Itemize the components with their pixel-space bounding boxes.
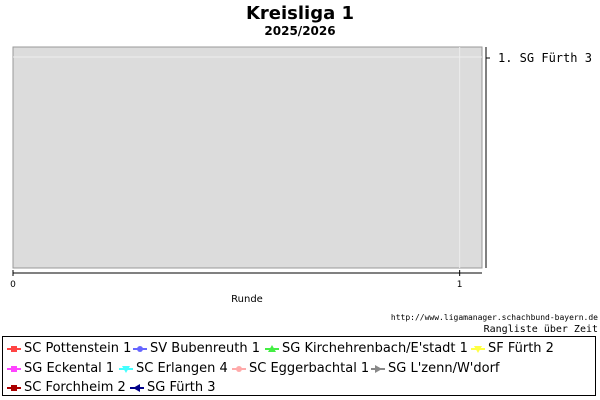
legend-label: SC Eggerbachtal 1 [249, 361, 370, 376]
legend-item: SC Pottenstein 1 [7, 341, 131, 357]
legend-label: SG Fürth 3 [147, 380, 216, 395]
legend-item: SG Eckental 1 [7, 361, 114, 377]
legend-item: SG Fürth 3 [130, 380, 216, 396]
x-tick-label: 0 [10, 280, 16, 290]
rank-label: 1. SG Fürth 3 [498, 51, 592, 65]
legend-label: SG Kirchehrenbach/E'stadt 1 [282, 341, 468, 356]
x-axis-label: Runde [231, 294, 263, 305]
legend-label: SG L'zenn/W'dorf [388, 361, 500, 376]
legend-marker-icon [133, 344, 147, 354]
legend-marker-icon [130, 383, 144, 393]
legend-marker-icon [7, 364, 21, 374]
legend-marker-icon [265, 344, 279, 354]
legend-label: SC Pottenstein 1 [24, 341, 132, 356]
legend-item: SG L'zenn/W'dorf [371, 361, 500, 377]
legend-item: SC Forchheim 2 [7, 380, 126, 396]
legend-item: SC Erlangen 4 [119, 361, 228, 377]
legend-label: SC Erlangen 4 [136, 361, 228, 376]
ranking-labels: 1. SG Fürth 3 [485, 47, 592, 268]
grid-lines [13, 47, 482, 268]
legend-marker-icon [7, 344, 21, 354]
chart-title: Kreisliga 1 [246, 3, 354, 24]
legend-item: SV Bubenreuth 1 [133, 341, 260, 357]
legend-marker-icon [7, 383, 21, 393]
legend-label: SG Eckental 1 [24, 361, 115, 376]
legend-label: SF Fürth 2 [488, 341, 554, 356]
legend-marker-icon [371, 364, 385, 374]
legend-label: SV Bubenreuth 1 [150, 341, 260, 356]
x-tick-label: 1 [457, 280, 463, 290]
legend: SC Pottenstein 1 SV Bubenreuth 1 SG Kirche… [2, 336, 596, 396]
footer-label: Rangliste über Zeit [484, 324, 598, 335]
legend-item: SF Fürth 2 [471, 341, 554, 357]
legend-label: SC Forchheim 2 [24, 380, 126, 395]
legend-marker-icon [471, 344, 485, 354]
legend-item: SG Kirchehrenbach/E'stadt 1 [265, 341, 468, 357]
plot-area [12, 46, 483, 269]
chart-subtitle: 2025/2026 [264, 24, 335, 38]
legend-marker-icon [232, 364, 246, 374]
legend-item: SC Eggerbachtal 1 [232, 361, 369, 377]
legend-marker-icon [119, 364, 133, 374]
source-url: http://www.ligamanager.schachbund-bayern… [391, 313, 598, 322]
